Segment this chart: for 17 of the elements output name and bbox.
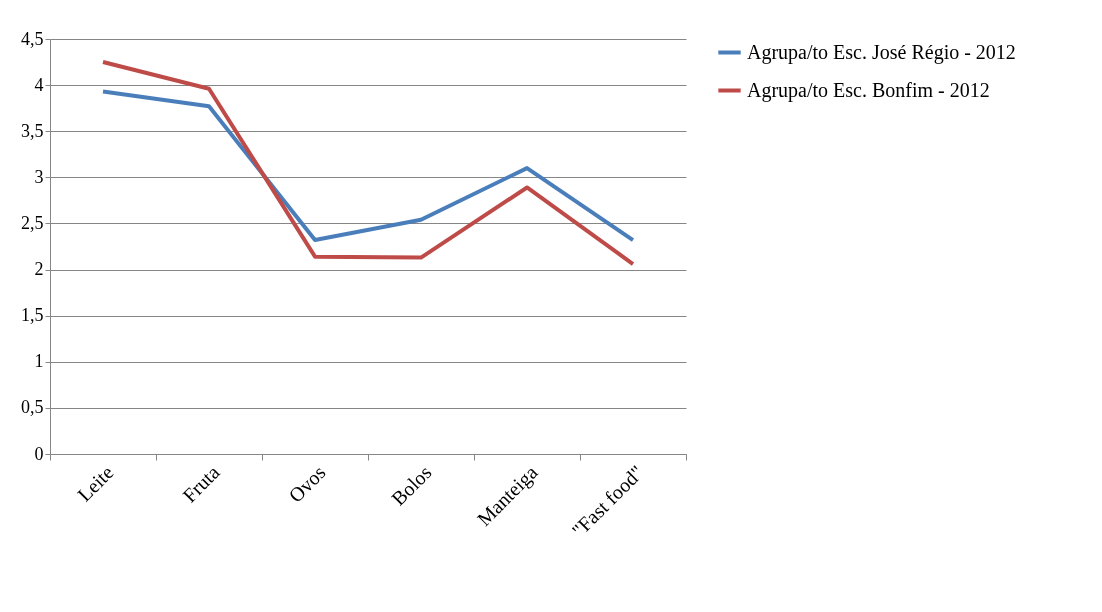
x-tick-label: Leite (73, 461, 118, 506)
y-tick-label: 0,5 (21, 397, 44, 418)
line-series (101, 60, 635, 267)
x-tick-label: Ovos (284, 460, 330, 507)
y-tick-label: 3 (34, 166, 44, 187)
legend-label: Agrupa/to Esc. José Régio - 2012 (747, 40, 1016, 64)
y-tick-label: 2,5 (21, 212, 44, 233)
line-series (101, 89, 635, 243)
y-tick-label: 4 (34, 74, 44, 95)
legend-label: Agrupa/to Esc. Bonfim - 2012 (747, 78, 990, 102)
y-tick-label: 2 (34, 259, 44, 280)
x-tick-label: Fruta (178, 461, 224, 507)
y-tick-label: 1 (34, 351, 44, 372)
y-tick-label: 4,5 (21, 28, 44, 49)
y-tick-label: 3,5 (21, 120, 44, 141)
y-tick-label: 1,5 (21, 305, 44, 326)
y-tick-label: 0 (34, 443, 44, 464)
